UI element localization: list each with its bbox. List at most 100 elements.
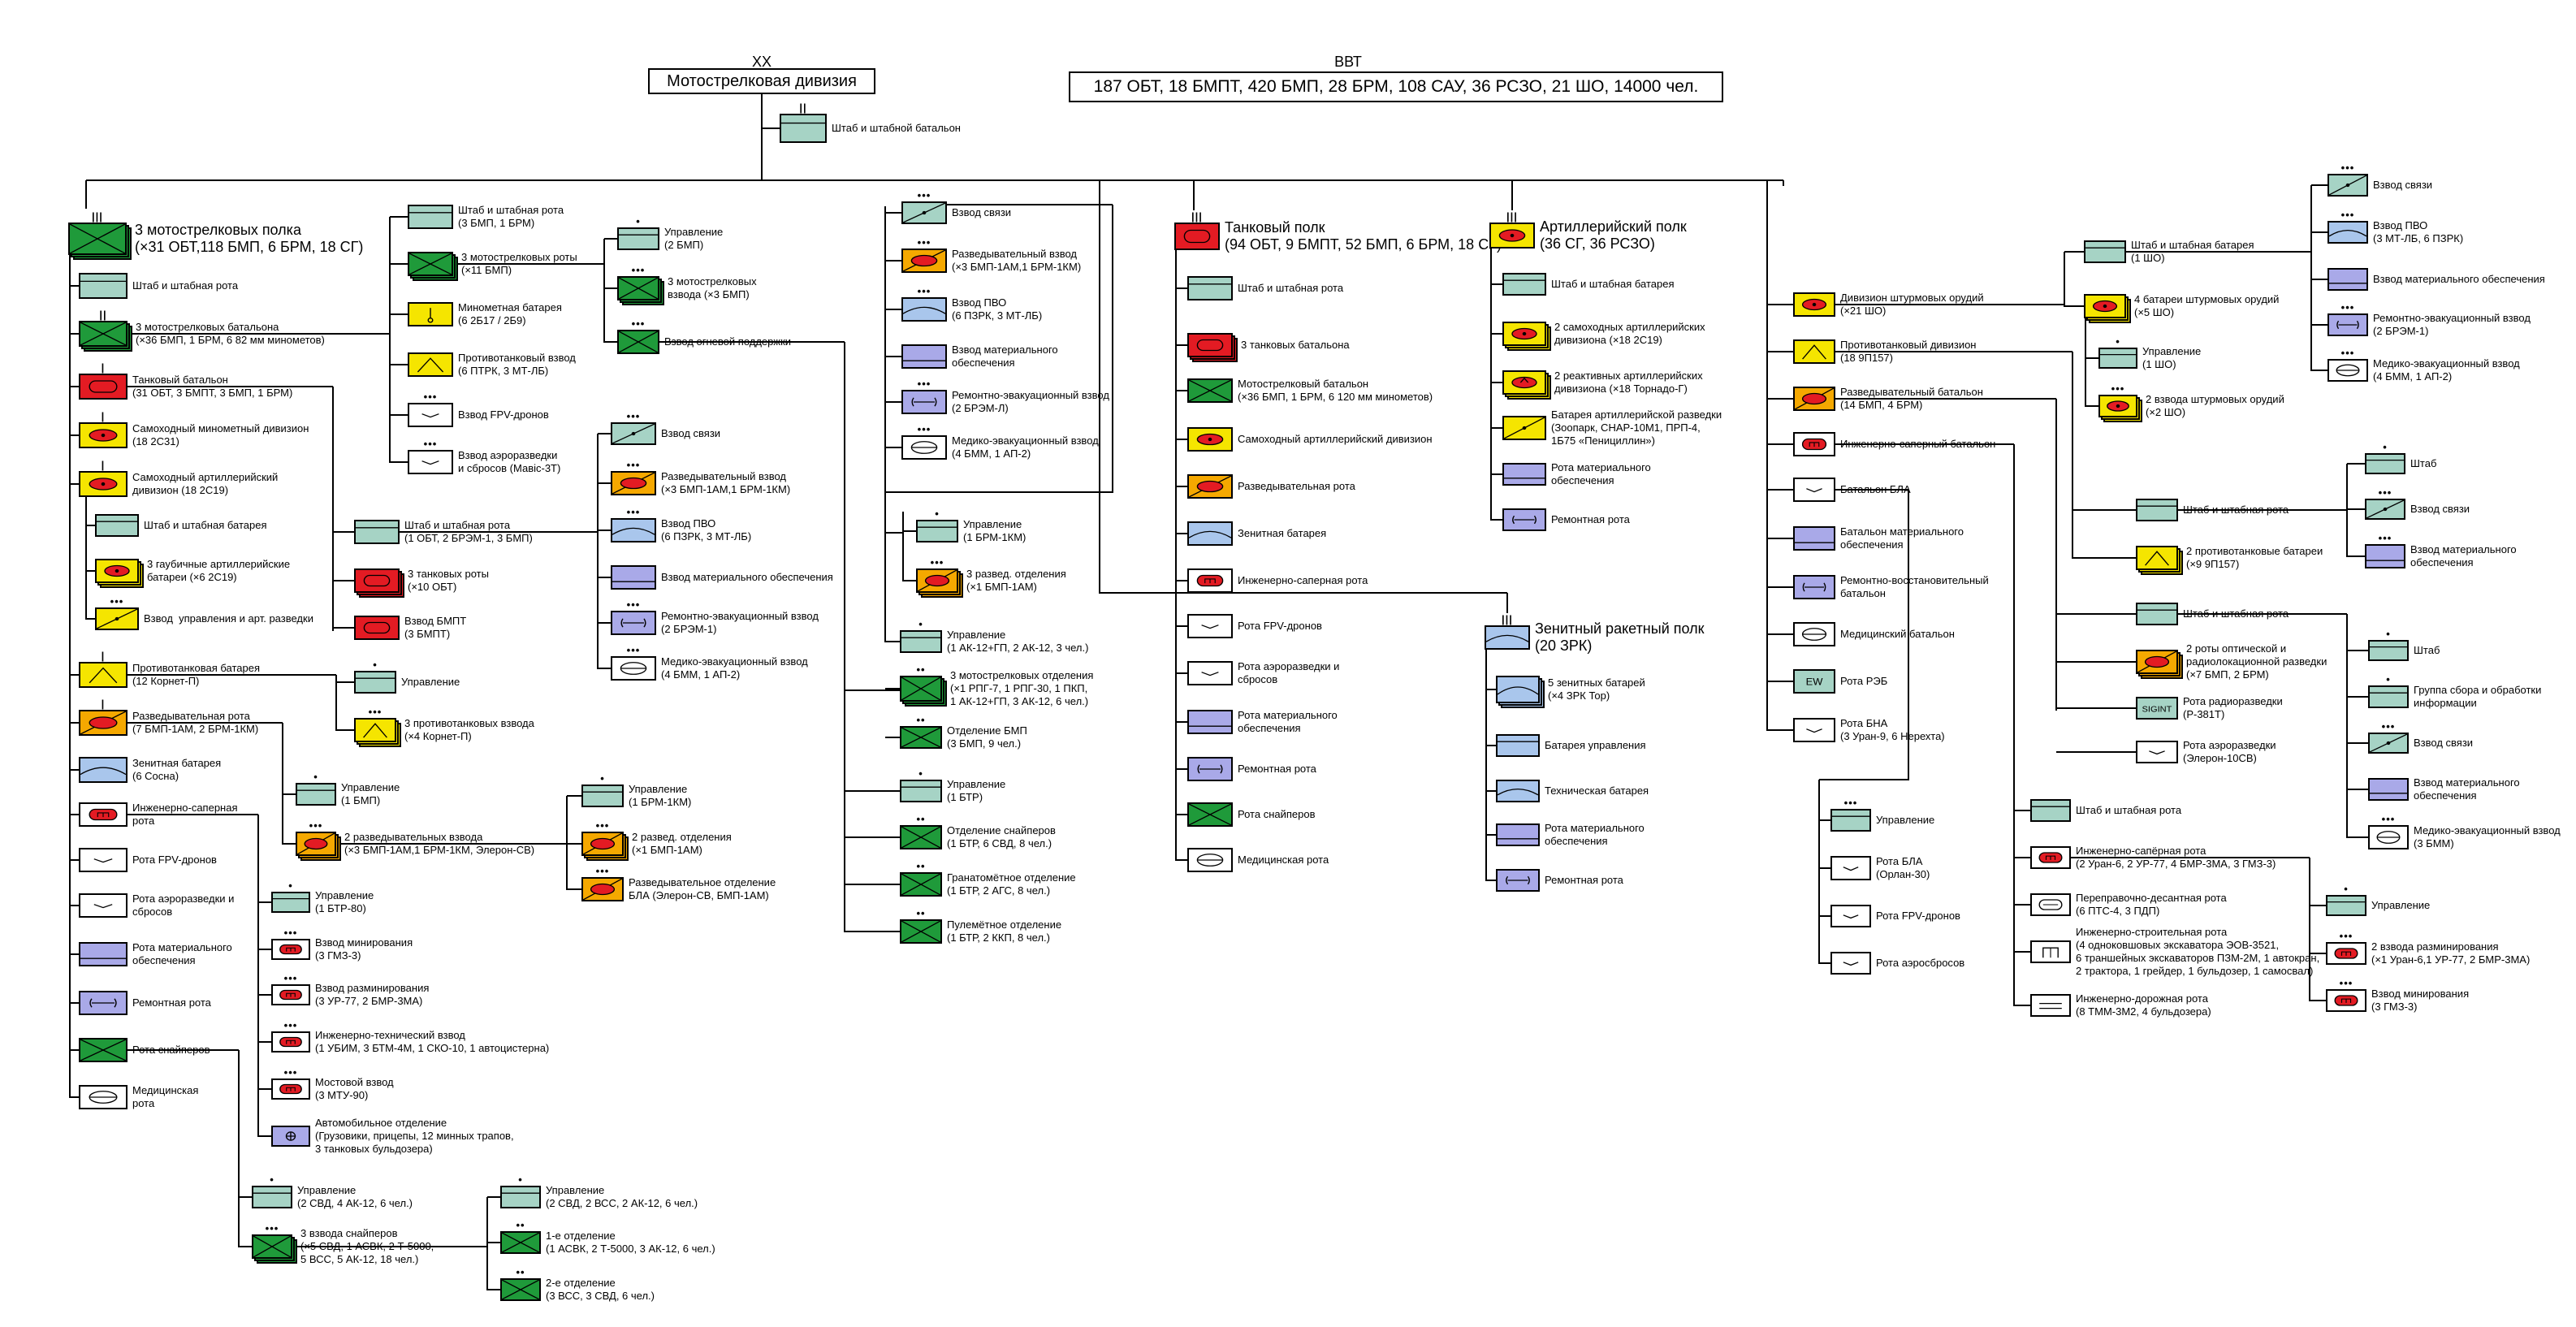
connector-line bbox=[762, 128, 780, 129]
atgm-icon bbox=[354, 718, 396, 742]
unit-label: Управление (2 СВД, 2 ВСС, 2 АК-12, 6 чел… bbox=[546, 1184, 698, 1209]
connector-line bbox=[2347, 508, 2365, 510]
connector-line bbox=[566, 796, 568, 890]
unit-node: Зенитная батарея bbox=[1187, 521, 1326, 546]
staff-icon bbox=[1496, 734, 1540, 757]
unit-label: Взвод связи bbox=[952, 206, 1012, 218]
unit-node: Дивизион штурмовых орудий (×21 ШО) bbox=[1793, 292, 1984, 317]
unit-node: Медицинский батальон bbox=[1793, 622, 1955, 646]
unit-label: Противотанковый дивизион (18 9П157) bbox=[1840, 339, 1977, 364]
ew-icon: EW bbox=[1793, 669, 1835, 694]
echelon-mark: ••• bbox=[595, 865, 610, 877]
sp_art-icon bbox=[2084, 294, 2126, 318]
recon-icon bbox=[1793, 387, 1835, 411]
connector-line bbox=[947, 204, 1113, 205]
echelon-mark: ••• bbox=[917, 423, 931, 435]
recon-icon bbox=[611, 471, 656, 495]
connector-line bbox=[2064, 252, 2065, 307]
unit-label: Управление bbox=[401, 676, 460, 688]
unit-label: Ремонтно-эвакуационный взвод (2 БРЭМ-1) bbox=[661, 610, 819, 635]
unit-label: Ремонтная рота bbox=[132, 996, 211, 1009]
connector-line bbox=[1486, 745, 1496, 746]
eng-icon bbox=[271, 1078, 310, 1100]
connector-line bbox=[603, 239, 605, 343]
sp_art-icon bbox=[1187, 427, 1233, 452]
unit-node: Штаб и штабная рота bbox=[2136, 499, 2289, 521]
unit-node: Штаб и штабная рота bbox=[79, 273, 238, 299]
unit-label: Ремонтно-эвакуационный взвод (2 БРЭМ-Л) bbox=[952, 389, 1109, 414]
connector-line bbox=[1511, 180, 1513, 210]
sigint-icon: SIGINT bbox=[2136, 697, 2178, 720]
unit-node: 3 гаубичные артиллерийские батареи (×6 2… bbox=[95, 558, 290, 588]
unit-node: Рота аэроразведки и сбросов bbox=[79, 893, 234, 918]
connector-line bbox=[2085, 357, 2098, 359]
connector-line bbox=[70, 333, 79, 335]
supply-icon bbox=[1502, 463, 1546, 486]
echelon-mark: ••• bbox=[265, 1222, 279, 1234]
unit-node: Разведывательная рота bbox=[1187, 474, 1355, 499]
unit-label: 3 танковых батальона bbox=[1241, 339, 1350, 351]
connector-line bbox=[2085, 306, 2086, 407]
equipment-summary: 187 ОБТ, 18 БМПТ, 420 БМП, 28 БРМ, 108 С… bbox=[1069, 71, 1723, 102]
unit-node: Штаб и штабная рота (3 БМП, 1 БРМ) bbox=[408, 204, 564, 229]
connector-line bbox=[1491, 473, 1502, 475]
connector-line bbox=[1176, 390, 1187, 391]
ad-icon bbox=[1187, 521, 1233, 546]
unit-label: Инженерно-саперный батальон bbox=[1840, 438, 1996, 450]
supply-icon bbox=[1187, 710, 1233, 734]
unit-node: Штаб и штабная батарея bbox=[1502, 273, 1675, 296]
echelon-mark: • bbox=[600, 772, 605, 785]
unit-label: Взвод связи bbox=[661, 427, 721, 439]
unit-node: • Управление (2 БМП) bbox=[617, 216, 723, 251]
connector-line bbox=[1835, 398, 2056, 400]
unit-node: | Разведывательная рота (7 БМП-1АМ, 2 БРМ… bbox=[79, 698, 258, 736]
unit-node: ••• Медико-эвакуационный взвод (3 БММ) bbox=[2368, 814, 2561, 849]
unit-label: Инженерно-саперная рота bbox=[132, 802, 238, 827]
echelon-mark: ••• bbox=[626, 459, 641, 471]
staff-icon bbox=[2098, 348, 2137, 369]
connector-line bbox=[70, 674, 79, 676]
connector-line bbox=[487, 1242, 500, 1243]
connector-line bbox=[2013, 444, 2015, 1006]
echelon-mark: ••• bbox=[2339, 977, 2353, 989]
sp_art-icon bbox=[1793, 292, 1835, 317]
unit-label: Зенитная батарея (6 Сосна) bbox=[132, 757, 222, 782]
unit-label: Ремонтно-восстановительный батальон bbox=[1840, 574, 1989, 599]
unit-label: Взвод материального обеспечения bbox=[2410, 543, 2517, 568]
bridge-icon bbox=[2030, 893, 2071, 916]
connector-line bbox=[1112, 205, 1113, 493]
connector-line bbox=[1767, 681, 1793, 682]
connector-line bbox=[1767, 304, 1793, 305]
unit-node: Рота материального обеспечения bbox=[79, 941, 232, 966]
road-icon bbox=[2030, 994, 2071, 1017]
unit-node: Переправочно-десантная рота (6 ПТС-4, 3 … bbox=[2030, 892, 2227, 917]
connector-line bbox=[1175, 250, 1177, 861]
unit-label: Взвод материального обеспечения bbox=[2373, 273, 2545, 285]
connector-line bbox=[1176, 721, 1187, 723]
unit-label: Штаб и штабная рота bbox=[1238, 282, 1344, 294]
unit-node: ••• Медико-эвакуационный взвод (4 БММ, 1 … bbox=[611, 645, 808, 681]
diag-icon bbox=[1502, 416, 1546, 440]
unit-node: Противотанковый дивизион (18 9П157) bbox=[1793, 339, 1977, 364]
connector-line bbox=[1491, 333, 1502, 335]
unit-label: Переправочно-десантная рота (6 ПТС-4, 3 … bbox=[2076, 892, 2227, 917]
unit-node: Штаб и штабная батарея (1 ШО) bbox=[2084, 239, 2254, 264]
unit-node: • Управление bbox=[354, 659, 460, 694]
connector-line bbox=[567, 888, 581, 890]
unit-node: Зенитная батарея (6 Сосна) bbox=[79, 757, 221, 783]
connector-line bbox=[2310, 953, 2326, 954]
connector-line bbox=[1491, 283, 1502, 285]
connector-line bbox=[70, 1049, 79, 1051]
connector-line bbox=[2311, 324, 2327, 326]
unit-node: ••• Взвод минирования (3 ГМЗ-3) bbox=[271, 927, 413, 962]
unit-label: Мотострелковый батальон (×36 БМП, 1 БРМ,… bbox=[1238, 378, 1433, 403]
recon-icon bbox=[581, 877, 624, 901]
echelon-mark: ••• bbox=[1843, 797, 1858, 809]
unit-node: | Танковый батальон (31 ОБТ, 3 БМПТ, 3 БМ… bbox=[79, 362, 292, 400]
connector-line bbox=[598, 530, 611, 531]
echelon-mark: ••• bbox=[917, 285, 931, 297]
unit-label: Штаб и штабная батарея (1 ШО) bbox=[2131, 239, 2254, 264]
unit-label: Рота БНА (3 Уран-9, 6 Нерехта) bbox=[1840, 717, 1945, 742]
connector-line bbox=[1490, 249, 1492, 521]
armor-icon bbox=[354, 616, 400, 640]
